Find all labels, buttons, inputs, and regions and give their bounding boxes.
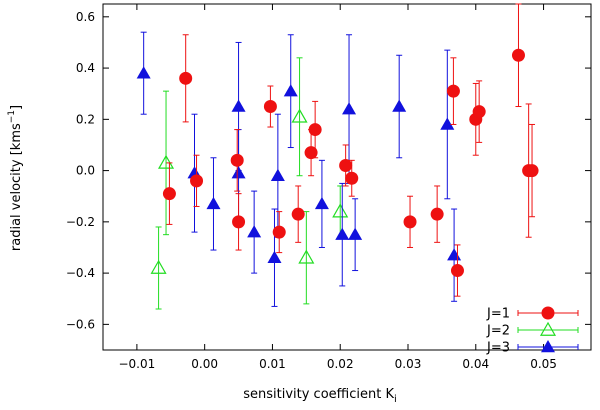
legend-label: J=3 [486,341,510,356]
x-tick-label: −0.01 [118,357,155,371]
legend: J=1 J=2 J=3 [486,306,579,356]
data-point [308,123,322,137]
legend-marker [539,321,557,336]
series-j-2 [150,57,349,310]
data-point [342,102,357,115]
data-point [332,203,349,218]
data-point [136,66,151,79]
data-marks [136,3,539,310]
data-point [190,174,204,188]
data-point [263,100,277,114]
data-point [314,196,329,210]
x-axis-title: sensitivity coefficient Ki [243,387,397,405]
axis-ticks: −0.01 0.00 0.01 0.02 0.03 0.04 0.05 −0.6 −0.4 −0.… [66,4,591,371]
legend-label: J=2 [486,324,510,339]
data-point [339,158,353,172]
data-point [150,259,167,274]
data-point [447,248,462,261]
x-tick-label: 0.01 [259,357,286,371]
data-point [345,171,359,185]
data-point [450,264,464,278]
data-point [348,227,363,240]
data-point [511,48,525,62]
y-axis-title-sup: −1 [7,110,17,123]
legend-marker [541,340,555,353]
y-axis-title-end: ] [9,105,24,110]
series-j-1 [162,3,539,297]
y-axis-title-main: radial velocity [kms [9,123,24,251]
data-point [430,207,444,221]
x-tick-label: 0.05 [530,357,557,371]
data-point [335,227,350,240]
y-tick-label: −0.6 [66,317,95,331]
series-j-3 [136,31,462,307]
data-point [392,99,407,112]
data-point [247,225,262,238]
y-tick-label: −0.2 [66,215,95,229]
data-point [291,108,308,123]
data-point [162,187,176,201]
data-point [446,84,460,98]
y-tick-label: 0.4 [76,61,95,75]
y-tick-label: −0.4 [66,266,95,280]
x-axis-title-sub: i [394,394,397,405]
x-tick-label: 0.02 [327,357,354,371]
y-tick-label: 0.0 [76,164,95,178]
y-tick-label: 0.6 [76,10,95,24]
data-point [179,71,193,85]
data-point [206,196,221,210]
legend-marker [541,306,555,320]
x-tick-label: 0.03 [395,357,422,371]
data-point [304,146,318,160]
data-point [283,84,298,97]
x-tick-label: 0.04 [462,357,489,371]
legend-label: J=1 [486,307,510,322]
data-point [270,168,285,181]
x-axis-title-main: sensitivity coefficient K [243,387,394,402]
y-tick-label: 0.2 [76,112,95,126]
data-point [267,250,282,263]
data-point [272,225,286,239]
data-point [232,215,246,229]
data-point [231,99,246,112]
data-point [157,154,175,169]
data-point [298,249,315,264]
data-point [403,215,417,229]
data-point [231,166,246,179]
data-point [525,164,539,178]
data-point [472,105,486,119]
x-tick-label: 0.00 [191,357,218,371]
data-point [291,207,305,221]
plot-frame [102,3,592,351]
y-axis-title: radial velocity [kms−1] [7,105,24,251]
data-point [230,153,244,167]
data-point [440,117,455,130]
